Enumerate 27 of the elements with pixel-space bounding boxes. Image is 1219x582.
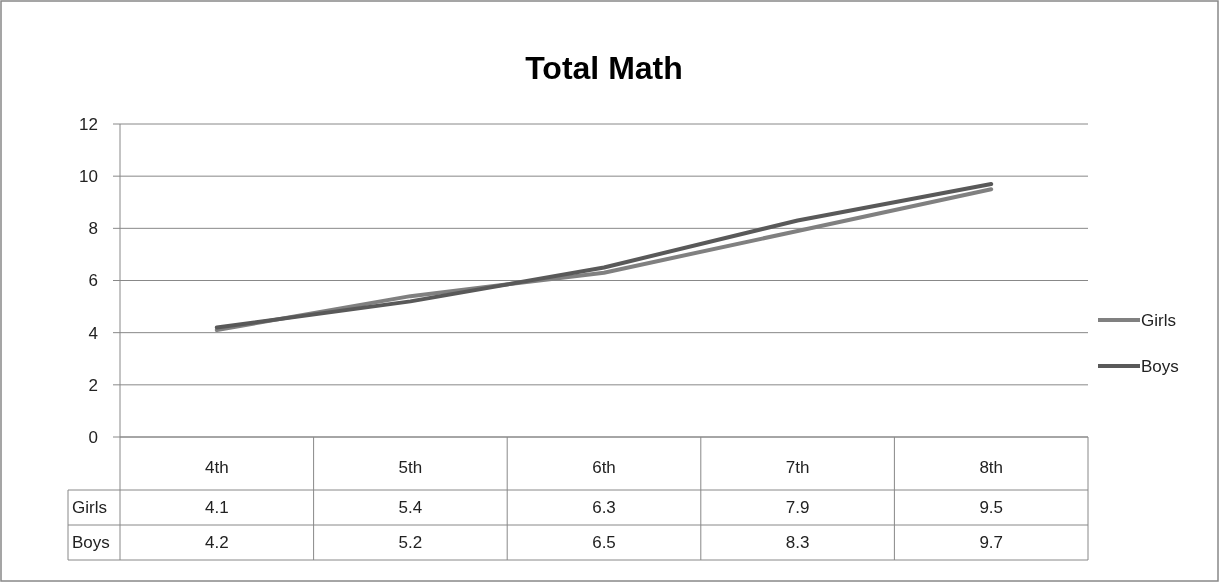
x-tick-label: 8th (979, 458, 1004, 478)
data-label: 4.1 (204, 498, 229, 518)
data-label: 5.2 (398, 533, 423, 553)
chart-title: Total Math (525, 50, 683, 86)
data-label: 6.5 (592, 533, 616, 553)
y-tick-label: 6 (88, 271, 98, 291)
data-label: 6.3 (592, 498, 616, 518)
y-tick-label: 12 (79, 114, 98, 134)
data-label: 7.9 (785, 498, 810, 518)
y-tick-label: 4 (88, 323, 98, 343)
text: Girls (72, 498, 107, 518)
y-tick-label: 10 (79, 167, 98, 187)
legend-label: Girls (1141, 310, 1176, 330)
y-tick-label: 8 (88, 219, 98, 239)
data-label: 4.2 (204, 533, 229, 553)
legend-label: Boys (1141, 356, 1179, 376)
x-tick-label: 4th (204, 458, 229, 478)
text: Boys (72, 533, 110, 553)
x-tick-label: 6th (592, 458, 616, 478)
data-label: 8.3 (785, 533, 810, 553)
data-label: 9.5 (979, 498, 1004, 518)
x-tick-label: 7th (785, 458, 810, 478)
data-label: 9.7 (979, 533, 1004, 553)
data-label: 5.4 (398, 498, 423, 518)
x-tick-label: 5th (398, 458, 423, 478)
y-tick-label: 2 (88, 375, 98, 395)
y-tick-label: 0 (88, 427, 98, 447)
